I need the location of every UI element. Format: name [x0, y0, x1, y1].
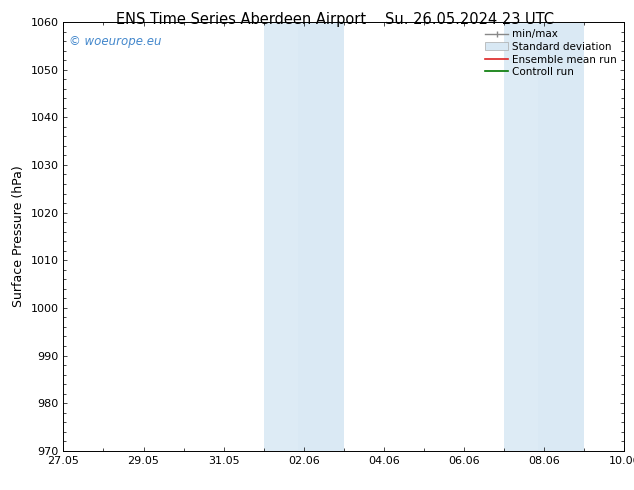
Y-axis label: Surface Pressure (hPa): Surface Pressure (hPa) — [12, 166, 25, 307]
Bar — [264, 22, 298, 451]
Text: © woeurope.eu: © woeurope.eu — [69, 35, 162, 48]
Legend: min/max, Standard deviation, Ensemble mean run, Controll run: min/max, Standard deviation, Ensemble me… — [483, 27, 619, 79]
Text: ENS Time Series Aberdeen Airport: ENS Time Series Aberdeen Airport — [116, 12, 366, 27]
Text: Su. 26.05.2024 23 UTC: Su. 26.05.2024 23 UTC — [385, 12, 553, 27]
Bar — [298, 22, 344, 451]
Bar — [538, 22, 585, 451]
Bar — [504, 22, 538, 451]
